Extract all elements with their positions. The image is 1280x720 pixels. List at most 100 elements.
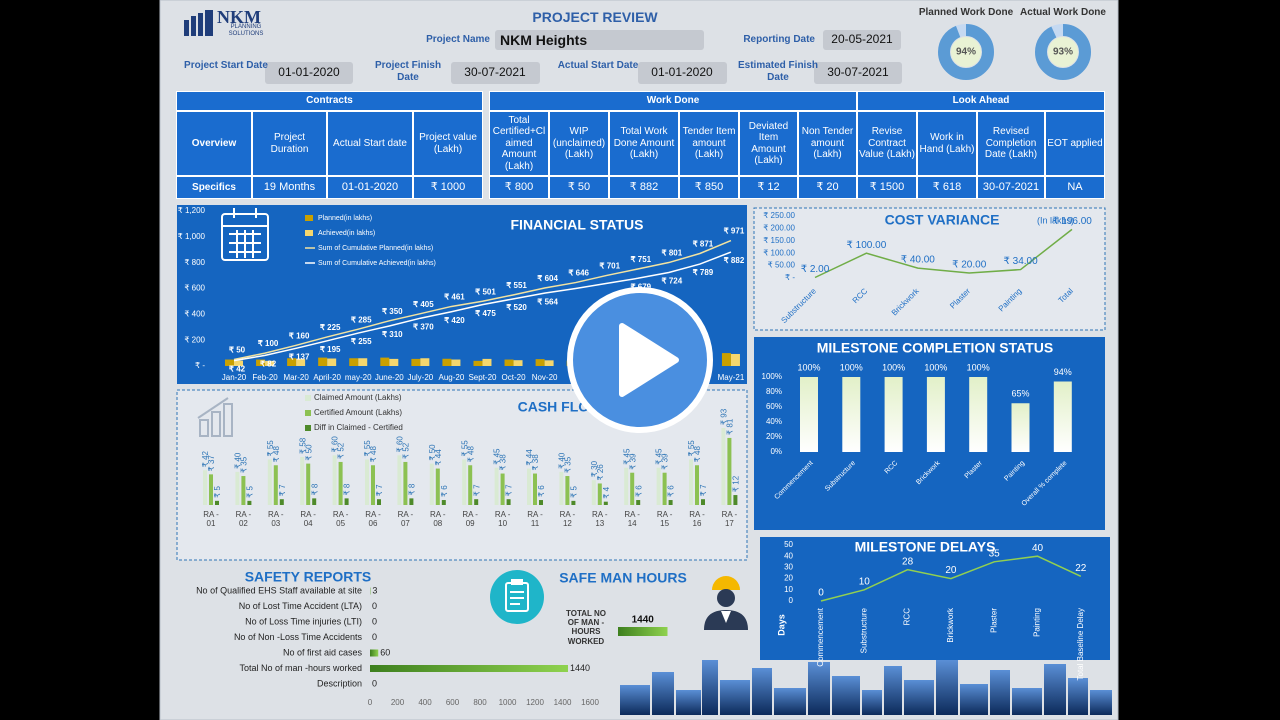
x-tick-label: RA - 13 <box>592 510 608 529</box>
bar <box>468 465 473 505</box>
date-box <box>814 62 902 84</box>
date-box <box>823 30 901 50</box>
bar-label: No of Loss Time injuries (LTI) <box>245 616 362 626</box>
x-tick-label: 400 <box>418 698 432 707</box>
legend-label: Claimed Amount (Lakhs) <box>314 393 402 402</box>
column-header: Revise Contract Value (Lakh) <box>857 111 917 176</box>
data-label: 0 <box>372 616 377 626</box>
chart-title: MILESTONE COMPLETION STATUS <box>817 340 1053 356</box>
legend-swatch <box>305 410 311 416</box>
data-label: ₹ 724 <box>662 277 683 286</box>
data-label: ₹ 751 <box>630 255 651 264</box>
data-label: ₹ 7 <box>278 484 287 496</box>
chart-title: FINANCIAL STATUS <box>511 217 644 233</box>
data-label: ₹ 6 <box>537 485 546 497</box>
x-tick-label: Painting <box>1033 608 1042 637</box>
logo <box>184 10 213 36</box>
bar <box>733 495 738 505</box>
column-header: EOT applied <box>1045 111 1105 176</box>
bar <box>636 500 641 505</box>
data-label: ₹ 30 <box>590 460 599 477</box>
data-label: ₹ 4 <box>602 486 611 498</box>
bar-label: TOTAL NO OF MAN - HOURS WORKED <box>566 609 606 646</box>
table-value: ₹ 12 <box>739 176 798 199</box>
data-label: ₹ 40 <box>234 452 243 469</box>
donut-title: Actual Work Done <box>1020 7 1106 18</box>
data-label: ₹ 420 <box>444 316 465 325</box>
data-label: ₹ 48 <box>369 445 378 462</box>
data-label: ₹ 12 <box>732 475 741 492</box>
legend-label: Sum of Cumulative Planned(in lakhs) <box>318 245 433 252</box>
bar <box>656 467 661 505</box>
bar <box>435 468 440 505</box>
line <box>233 251 732 362</box>
data-label: ₹ 7 <box>375 484 384 496</box>
column-header: Project value (Lakh) <box>413 111 483 176</box>
data-label: 0 <box>818 588 824 599</box>
chart-title: COST VARIANCE <box>885 212 1000 228</box>
bar <box>267 459 272 505</box>
data-label: ₹ 285 <box>351 315 372 324</box>
data-label: ₹ 701 <box>599 262 620 271</box>
worker-icon <box>704 576 748 630</box>
data-label: ₹ 93 <box>720 408 729 425</box>
bar <box>535 359 545 366</box>
donut-label: 93% <box>1053 47 1073 58</box>
bar <box>624 467 629 505</box>
bar <box>344 498 349 505</box>
data-label: ₹ 44 <box>525 449 534 466</box>
date-value: 30-07-2021 <box>464 65 526 79</box>
x-tick-label: RA - 17 <box>721 510 738 529</box>
bar <box>701 499 705 505</box>
data-label: ₹ 42 <box>201 450 210 467</box>
table-value: 19 Months <box>252 176 327 199</box>
row-label: Specifics <box>176 176 252 199</box>
data-label: ₹ 225 <box>320 323 341 332</box>
data-label: ₹ 39 <box>628 453 637 470</box>
x-tick-label: Substructure <box>859 607 868 653</box>
data-label: 100% <box>924 362 947 372</box>
date-box <box>265 62 353 84</box>
data-label: ₹ 42 <box>229 365 246 374</box>
donut-arc <box>1035 24 1091 80</box>
x-tick-label: RA - 06 <box>365 510 381 529</box>
bar <box>533 473 537 505</box>
bar <box>273 465 278 505</box>
data-label: ₹ 55 <box>687 440 696 457</box>
data-label: ₹ 6 <box>667 485 676 497</box>
calendar-icon <box>221 208 269 261</box>
data-label: ₹ 461 <box>444 293 465 302</box>
data-label: ₹ 8 <box>343 483 352 495</box>
y-tick-label: ₹ 200 <box>184 335 205 344</box>
x-tick-label: Commencement <box>816 607 825 666</box>
table-value: ₹ 20 <box>798 176 857 199</box>
data-label: 94% <box>1054 367 1072 377</box>
data-label: ₹ 370 <box>413 322 434 331</box>
date-label: Estimated Finish Date <box>737 60 818 83</box>
x-tick-label: Nov-20 <box>532 373 558 382</box>
data-label: ₹ 195 <box>320 345 341 354</box>
bar-label: No of Lost Time Accident (LTA) <box>239 601 362 611</box>
bar <box>409 498 414 505</box>
bar <box>591 480 596 505</box>
bar <box>389 358 399 366</box>
data-label: ₹ 564 <box>537 297 558 306</box>
data-label: ₹ 160 <box>289 331 310 340</box>
date-label: Project Start Date <box>184 60 268 71</box>
donut-center <box>951 37 981 67</box>
data-label: ₹ 350 <box>382 307 403 316</box>
bar <box>247 500 252 505</box>
data-label: 1440 <box>570 663 590 673</box>
column-header: Revised Completion Date (Lakh) <box>977 111 1045 176</box>
bar <box>662 472 667 505</box>
column-header: Deviated Item Amount (Lakh) <box>739 111 798 176</box>
data-label: ₹ 551 <box>506 281 527 290</box>
x-tick-label: RCC <box>903 608 912 626</box>
date-value: 01-01-2020 <box>651 65 713 79</box>
x-tick-label: 1000 <box>499 698 517 707</box>
bar <box>318 357 328 366</box>
bar <box>349 358 359 366</box>
y-tick-label: ₹ 100.00 <box>763 248 795 257</box>
data-label: ₹ 50 <box>229 346 246 355</box>
bar-label: No of first aid cases <box>283 647 363 657</box>
